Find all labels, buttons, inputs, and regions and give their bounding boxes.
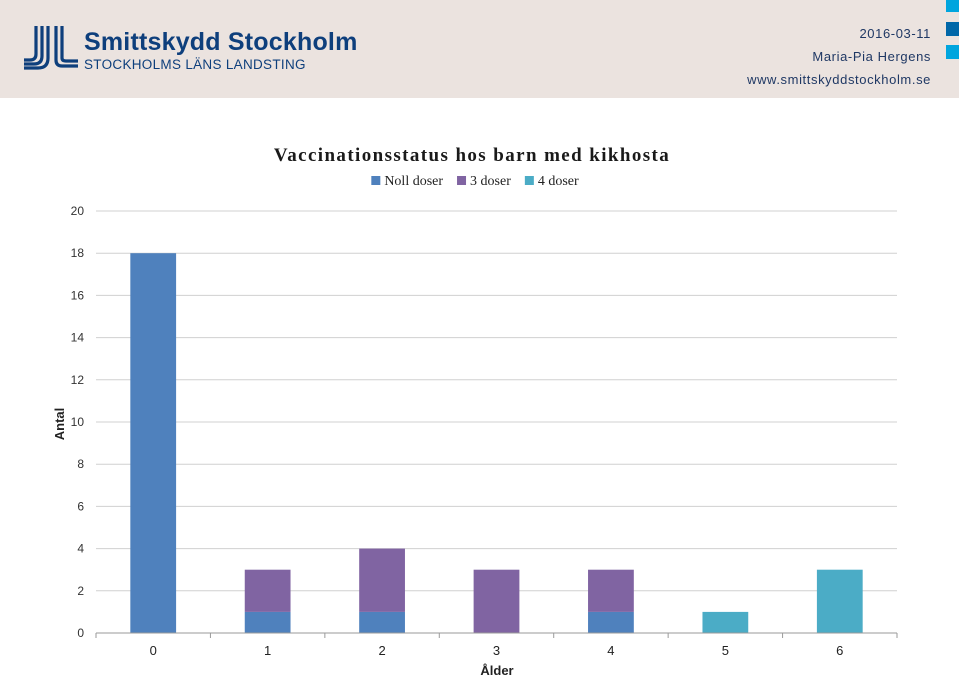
document-date: 2016-03-11 [859, 26, 931, 41]
x-tick-label: 5 [722, 643, 729, 658]
edge-accent-square [946, 45, 959, 59]
bar-segment [588, 611, 634, 633]
x-tick-label: 3 [493, 643, 500, 658]
bar-segment [588, 569, 634, 612]
organization-subtitle: STOCKHOLMS LÄNS LANDSTING [84, 57, 306, 72]
y-tick-label: 8 [77, 457, 84, 471]
bars [130, 253, 863, 633]
legend-swatch [457, 176, 467, 185]
y-tick-label: 12 [71, 373, 85, 387]
bar-segment [244, 569, 291, 612]
document-author: Maria-Pia Hergens [812, 49, 931, 64]
bar-segment [244, 611, 291, 633]
vaccination-chart: Vaccinationsstatus hos barn med kikhosta… [52, 145, 898, 678]
legend-swatch [371, 176, 381, 185]
x-axis-label: Ålder [480, 663, 513, 678]
legend-label: 4 doser [538, 174, 579, 189]
bar-segment [473, 569, 520, 633]
y-tick-label: 4 [77, 542, 84, 556]
header-banner: Smittskydd Stockholm STOCKHOLMS LÄNS LAN… [0, 0, 959, 98]
legend-swatch [524, 176, 534, 185]
y-axis-ticks: 0 2 4 6 8 10 12 14 16 18 20 [71, 204, 85, 640]
edge-accent-square [946, 0, 959, 12]
smittskydd-logo-icon [24, 26, 78, 70]
document-meta: 2016-03-11 Maria-Pia Hergens www.smittsk… [747, 22, 931, 91]
edge-accent-square [946, 22, 959, 36]
website-link[interactable]: www.smittskyddstockholm.se [747, 72, 931, 87]
bar-segment [359, 548, 405, 612]
chart-title: Vaccinationsstatus hos barn med kikhosta [274, 145, 670, 166]
bar-segment [359, 611, 405, 633]
y-tick-label: 10 [71, 415, 85, 429]
x-tick-label: 1 [264, 643, 271, 658]
y-tick-label: 14 [71, 331, 85, 345]
y-tick-label: 20 [71, 204, 85, 218]
y-tick-label: 18 [71, 246, 85, 260]
y-tick-label: 0 [77, 626, 84, 640]
x-tick-label: 2 [378, 643, 385, 658]
bar-segment [816, 569, 863, 633]
y-tick-label: 16 [71, 288, 85, 302]
chart-legend: Noll doser 3 doser 4 doser [371, 174, 579, 189]
x-tick-label: 0 [150, 643, 157, 658]
legend-label: Noll doser [384, 174, 443, 189]
x-tick-label: 4 [607, 643, 614, 658]
y-tick-label: 6 [77, 499, 84, 513]
bar-segment [130, 253, 177, 633]
y-tick-label: 2 [77, 584, 84, 598]
x-axis: 0 1 2 3 4 5 6 [95, 632, 898, 658]
y-axis-label: Antal [52, 408, 67, 441]
legend-label: 3 doser [470, 174, 511, 189]
gridlines [96, 210, 897, 592]
bar-segment [702, 611, 749, 633]
organization-name: Smittskydd Stockholm [84, 28, 358, 56]
x-tick-label: 6 [836, 643, 843, 658]
